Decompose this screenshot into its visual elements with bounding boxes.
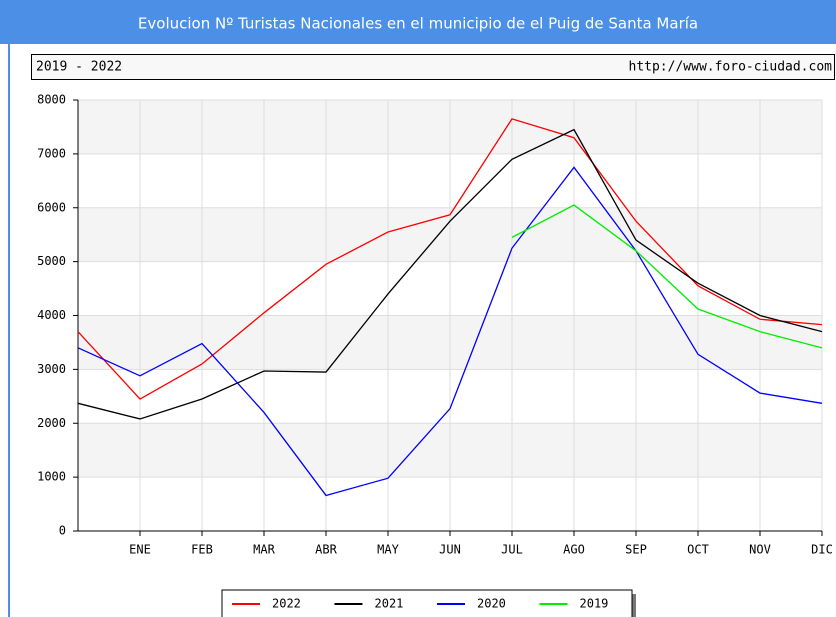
source: http://www.foro-ciudad.com: [629, 60, 833, 75]
series-line: [77, 128, 823, 420]
x-tick-label: NOV: [749, 543, 771, 557]
x-tick-label: JUN: [439, 543, 461, 557]
y-tick-label: 2000: [37, 416, 66, 430]
x-tick-label: ENE: [129, 543, 151, 557]
x-tick-label: ABR: [315, 543, 337, 557]
series-line: [511, 204, 823, 349]
y-tick-label: 8000: [37, 93, 66, 107]
legend-label: 2019: [580, 597, 609, 611]
x-tick-label: MAY: [377, 543, 399, 557]
x-tick-label: DIC: [811, 543, 833, 557]
y-tick-label: 1000: [37, 470, 66, 484]
y-tick-label: 0: [59, 524, 66, 538]
y-tick-label: 4000: [37, 308, 66, 322]
subtitle-box: [31, 54, 835, 80]
legend-label: 2020: [477, 597, 506, 611]
subtitle: 2019 - 2022: [36, 60, 122, 75]
series-line: [77, 166, 823, 497]
y-tick-label: 6000: [37, 200, 66, 214]
x-tick-label: SEP: [625, 543, 647, 557]
x-tick-label: OCT: [687, 543, 709, 557]
chart-title: Evolucion Nº Turistas Nacionales en el m…: [138, 15, 698, 33]
x-tick-label: MAR: [253, 543, 275, 557]
x-tick-label: JUL: [501, 543, 523, 557]
title-bar: [0, 0, 836, 44]
y-tick-label: 7000: [37, 146, 66, 160]
series-line: [77, 118, 823, 400]
x-tick-label: AGO: [563, 543, 585, 557]
legend-label: 2022: [272, 597, 301, 611]
y-tick-label: 3000: [37, 362, 66, 376]
legend-label: 2021: [375, 597, 404, 611]
y-tick-label: 5000: [37, 254, 66, 268]
x-tick-label: FEB: [191, 543, 213, 557]
